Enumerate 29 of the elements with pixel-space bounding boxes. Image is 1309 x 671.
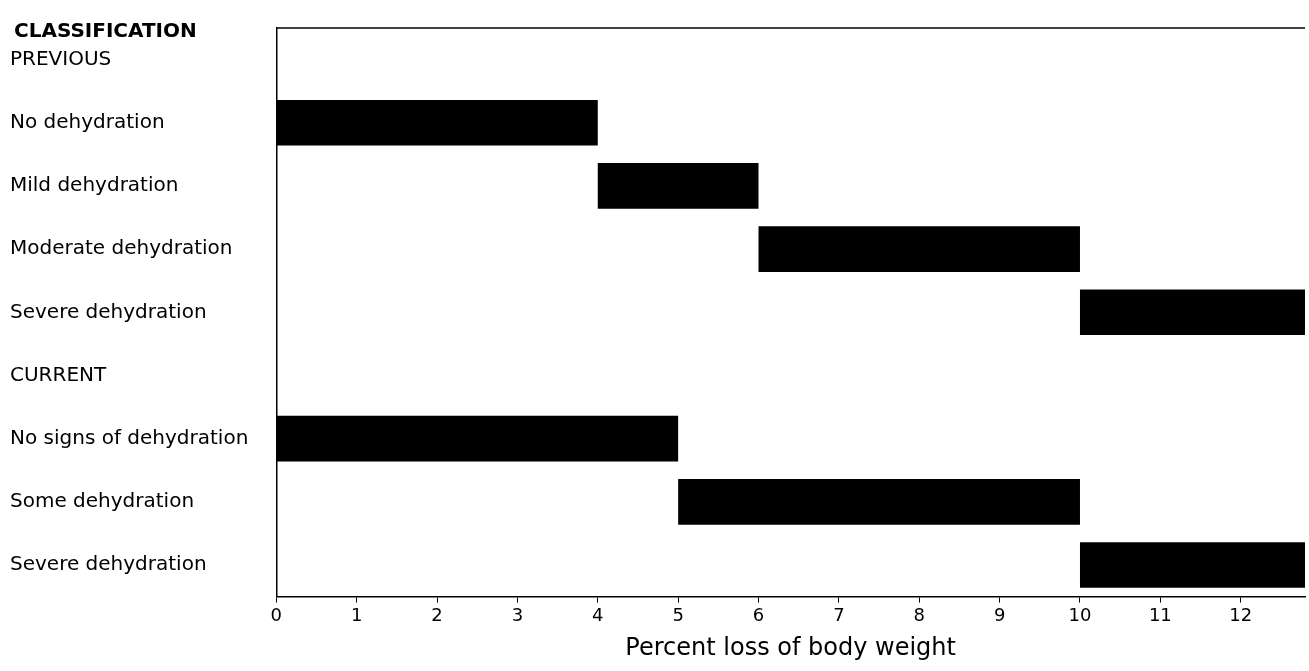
y-axis-title: CLASSIFICATION — [14, 18, 197, 43]
y-tick-label: No dehydration — [10, 108, 165, 133]
x-tick-label: 6 — [752, 604, 765, 626]
bar — [758, 226, 1080, 272]
x-tick-label: 10 — [1068, 604, 1092, 626]
x-tick-label: 7 — [833, 604, 845, 626]
bar — [1079, 289, 1305, 336]
x-tick-label: 12 — [1229, 604, 1253, 626]
y-tick-label: PREVIOUS — [10, 45, 112, 70]
y-tick-label: Moderate dehydration — [10, 235, 233, 260]
bar — [597, 163, 759, 209]
x-tick-label: 4 — [592, 604, 604, 626]
x-tick-label: 11 — [1148, 604, 1172, 626]
y-tick-label: Some dehydration — [10, 488, 195, 513]
bar — [1079, 542, 1305, 588]
x-tick-label: 0 — [270, 604, 283, 626]
x-axis-title: Percent loss of body weight — [625, 632, 956, 661]
y-tick-label: Severe dehydration — [10, 298, 207, 323]
x-tick-label: 2 — [431, 604, 443, 626]
bar — [678, 479, 1080, 525]
x-tick-label: 3 — [511, 604, 524, 626]
x-tick-label: 8 — [913, 604, 925, 626]
y-tick-label: CURRENT — [10, 361, 107, 386]
x-tick-label: 5 — [672, 604, 684, 626]
x-tick-label: 9 — [993, 604, 1006, 626]
y-tick-label: Mild dehydration — [10, 172, 179, 197]
x-tick-label: 1 — [350, 604, 363, 626]
y-tick-label: No signs of dehydration — [10, 424, 249, 449]
y-tick-label: Severe dehydration — [10, 551, 207, 576]
